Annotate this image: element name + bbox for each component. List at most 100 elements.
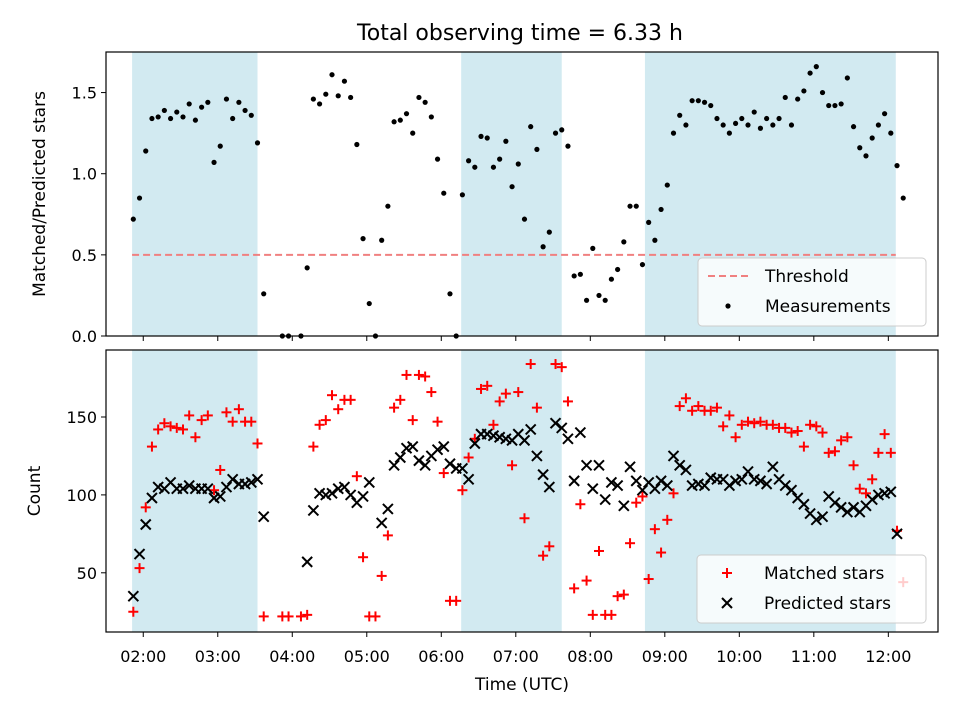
x-tick-label: 12:00 (865, 647, 911, 666)
matched-star-point (327, 390, 338, 401)
predicted-star-point (127, 590, 140, 602)
predicted-star-point (177, 482, 189, 495)
predicted-star-point (133, 548, 146, 560)
matched-star-point (246, 416, 257, 427)
measurement-point (732, 120, 739, 127)
shaded-interval (132, 350, 258, 632)
matched-star-point (811, 421, 822, 432)
measurement-point (751, 109, 757, 115)
matched-star-point (407, 415, 418, 426)
measurement-point (497, 156, 503, 162)
matched-star-point (314, 419, 325, 430)
measurement-point (360, 236, 366, 242)
matched-star-point (879, 429, 890, 440)
predicted-star-point (531, 450, 543, 462)
measurement-point (167, 115, 174, 122)
measurement-point (819, 89, 826, 96)
y-tick-label: 0.0 (72, 327, 97, 346)
measurement-point (403, 111, 410, 117)
matched-star-point (482, 380, 493, 391)
matched-star-point (202, 410, 213, 421)
predicted-star-point (605, 476, 618, 489)
top-y-ticks: 0.0 0.5 1.0 1.5 (72, 84, 106, 346)
measurement-point (186, 101, 192, 107)
y-tick-label: 0.5 (72, 246, 97, 265)
measurement-point (348, 94, 354, 101)
predicted-star-point (363, 476, 375, 489)
matched-star-point (283, 611, 294, 622)
measurement-point (521, 216, 528, 222)
measurement-point (199, 104, 205, 110)
predicted-star-point (829, 496, 841, 509)
matched-star-point (494, 396, 505, 407)
predicted-star-point (835, 501, 847, 514)
matched-star-point (215, 464, 226, 475)
matched-star-point (320, 415, 331, 426)
shaded-interval (132, 52, 258, 336)
measurement-point (192, 117, 199, 123)
predicted-star-point (338, 481, 351, 493)
matched-star-point (146, 441, 157, 452)
predicted-star-point (556, 422, 568, 434)
matched-star-point (159, 418, 170, 429)
measurement-point (832, 102, 838, 109)
matched-stars-series (128, 359, 909, 622)
predicted-star-point (599, 493, 611, 506)
measurement-point (863, 153, 869, 159)
predicted-star-point (767, 461, 779, 473)
predicted-star-point (543, 481, 556, 493)
matched-star-point (196, 415, 207, 426)
matched-star-point (463, 452, 474, 463)
measurement-point (826, 102, 832, 109)
matched-star-point (687, 405, 698, 416)
predicted-star-point (810, 514, 823, 526)
measurement-point (615, 266, 621, 273)
top-axes-frame (105, 51, 939, 337)
measurement-point (466, 158, 472, 164)
predicted-star-point (413, 454, 425, 467)
measurement-point (869, 135, 875, 141)
measurement-point (534, 146, 540, 152)
measurement-point (354, 141, 360, 148)
measurement-point (639, 261, 646, 268)
matched-star-point (500, 388, 511, 399)
x-tick-label: 11:00 (791, 647, 837, 666)
legend-matched-swatch (722, 568, 732, 578)
predicted-star-point (661, 479, 673, 492)
predicted-star-point (357, 490, 369, 503)
matched-star-point (823, 447, 834, 458)
matched-star-point (544, 541, 555, 552)
matched-star-point (233, 404, 244, 415)
y-tick-label: 1.0 (72, 165, 97, 184)
predicted-star-point (779, 479, 791, 492)
matched-star-point (333, 404, 344, 415)
measurement-point (652, 237, 658, 243)
matched-star-point (693, 401, 704, 412)
predicted-star-point (388, 459, 400, 471)
matched-star-point (451, 595, 462, 606)
measurement-point (764, 115, 770, 122)
matched-star-point (457, 485, 468, 496)
measurement-point (546, 229, 552, 235)
predicted-star-point (301, 556, 313, 568)
matched-star-point (519, 513, 530, 524)
matched-star-point (569, 583, 580, 594)
measurement-point (894, 163, 900, 169)
predicted-star-point (562, 433, 574, 445)
measurement-point (472, 164, 478, 170)
y-tick-label: 150 (66, 408, 97, 427)
measurement-point (254, 140, 261, 146)
matched-star-point (743, 416, 754, 427)
measurement-point (552, 130, 559, 136)
measurement-point (447, 291, 453, 297)
measurement-point (416, 94, 422, 101)
measurement-point (323, 91, 329, 97)
measurement-point (875, 122, 881, 128)
measurement-point (627, 203, 633, 209)
measurement-point (515, 161, 521, 167)
matched-star-point (258, 611, 269, 622)
matched-star-point (730, 432, 741, 443)
predicted-star-point (431, 444, 444, 456)
matched-star-point (860, 488, 871, 499)
predicted-star-point (680, 464, 692, 476)
